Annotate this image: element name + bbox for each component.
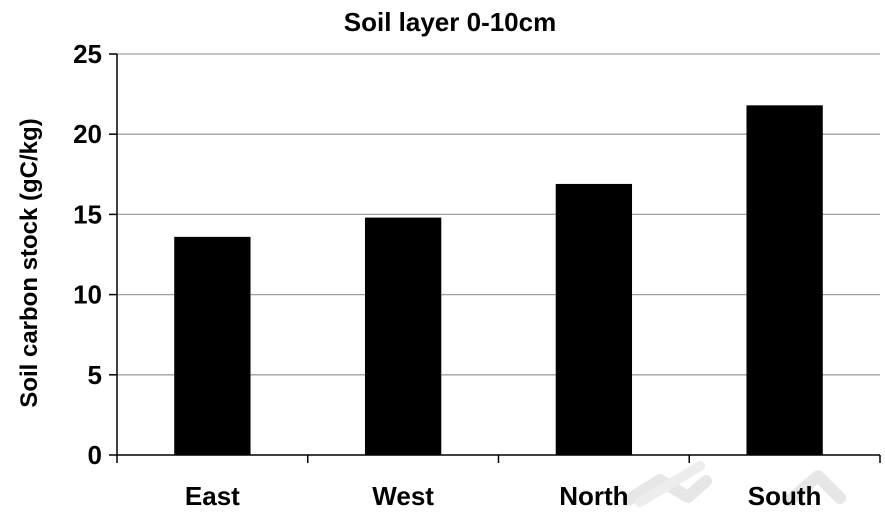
y-axis-label: Soil carbon stock (gC/kg) xyxy=(16,118,43,407)
bar-north xyxy=(555,183,633,455)
x-category-label: South xyxy=(748,481,822,511)
y-tick-label: 10 xyxy=(73,280,102,310)
y-tick-label: 15 xyxy=(73,199,102,229)
watermark-shape xyxy=(622,461,846,507)
x-category-label: East xyxy=(185,481,240,511)
y-tick-labels: 0 5 10 15 20 25 xyxy=(73,39,102,470)
bar-south xyxy=(746,105,823,455)
axes xyxy=(109,53,881,463)
y-tick-label: 25 xyxy=(73,39,102,69)
y-tick-label: 0 xyxy=(88,440,102,470)
category-labels: East West North South xyxy=(185,481,822,511)
x-category-label: West xyxy=(372,481,434,511)
bars xyxy=(174,105,823,455)
x-category-label: North xyxy=(559,481,628,511)
y-tick-label: 20 xyxy=(73,119,102,149)
y-tick-label: 5 xyxy=(88,360,102,390)
bar-west xyxy=(364,217,442,455)
bar-east xyxy=(174,236,251,455)
chart-title: Soil layer 0-10cm xyxy=(344,7,556,37)
